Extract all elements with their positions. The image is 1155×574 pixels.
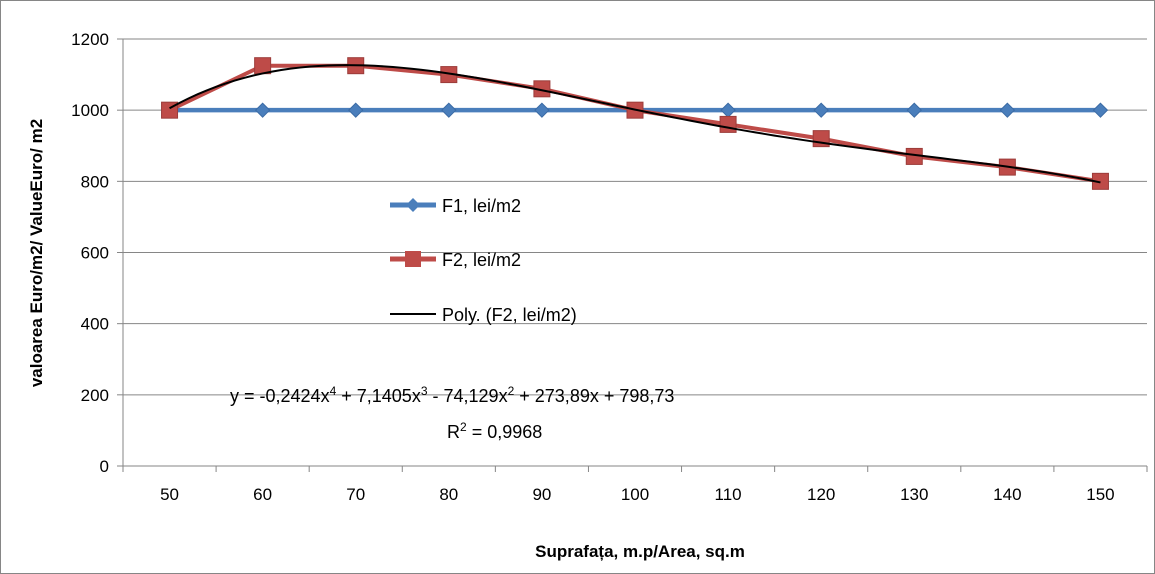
x-tick-label-90: 90 (532, 485, 551, 504)
axes: 0 200 400 600 800 1000 1200 50 60 70 80 90 100 110 120… (71, 30, 1148, 504)
x-tick-label-100: 100 (621, 485, 649, 504)
gridlines (123, 38, 1147, 396)
trendline-equation: y = -0,2424x4 + 7,1405x3 - 74,129x2 + 27… (230, 384, 674, 406)
y-tick-label-200: 200 (81, 386, 109, 405)
legend-item-poly: Poly. (F2, lei/m2) (390, 305, 577, 325)
legend-marker-diamond-icon (406, 198, 420, 212)
y-tick-label-600: 600 (81, 244, 109, 263)
legend: F1, lei/m2 F2, lei/m2 Poly. (F2, lei/m2) (390, 196, 577, 325)
series-area (161, 57, 1109, 190)
legend-item-f2: F2, lei/m2 (390, 250, 521, 270)
series2-point-60 (254, 57, 272, 75)
x-tick-label-120: 120 (807, 485, 835, 504)
trendline-area (169, 64, 1101, 184)
series1-point-90 (534, 102, 550, 118)
y-tick-label-800: 800 (81, 172, 109, 191)
series1-point-80 (441, 102, 457, 118)
series-line-2 (168, 63, 1101, 184)
series2-point-110 (719, 115, 737, 133)
legend-label-f1: F1, lei/m2 (442, 196, 521, 216)
r-squared-value: R2 = 0,9968 (447, 420, 542, 442)
legend-marker-square-icon (405, 251, 421, 267)
series1-point-110 (720, 102, 736, 118)
legend-item-f1: F1, lei/m2 (390, 196, 521, 216)
y-tick-label-1200: 1200 (71, 30, 109, 49)
x-tick-label-140: 140 (993, 485, 1021, 504)
legend-label-trendline: Poly. (F2, lei/m2) (442, 305, 577, 325)
series1-point-130 (906, 102, 922, 118)
x-tick-label-150: 150 (1086, 485, 1114, 504)
legend-label-f2: F2, lei/m2 (442, 250, 521, 270)
y-tick-label-1000: 1000 (71, 101, 109, 120)
series1-point-70 (348, 102, 364, 118)
y-axis-title: valoarea Euro/m2/ ValueEuro/ m2 (27, 119, 46, 387)
series1-point-150 (1092, 102, 1109, 118)
y-tick-label-400: 400 (81, 315, 109, 334)
x-axis-title: Suprafața, m.p/Area, sq.m (535, 542, 745, 561)
series1-point-140 (999, 102, 1016, 118)
trendline-poly (169, 64, 1101, 184)
series1-point-60 (254, 102, 271, 118)
x-tick-label-50: 50 (160, 485, 179, 504)
series1-point-120 (813, 102, 829, 118)
x-tick-label-110: 110 (715, 485, 742, 504)
x-tick-label-80: 80 (439, 485, 458, 504)
x-tick-label-60: 60 (253, 485, 272, 504)
x-tick-label-70: 70 (346, 485, 365, 504)
y-tick-label-0: 0 (100, 457, 109, 476)
x-tick-label-130: 130 (900, 485, 928, 504)
